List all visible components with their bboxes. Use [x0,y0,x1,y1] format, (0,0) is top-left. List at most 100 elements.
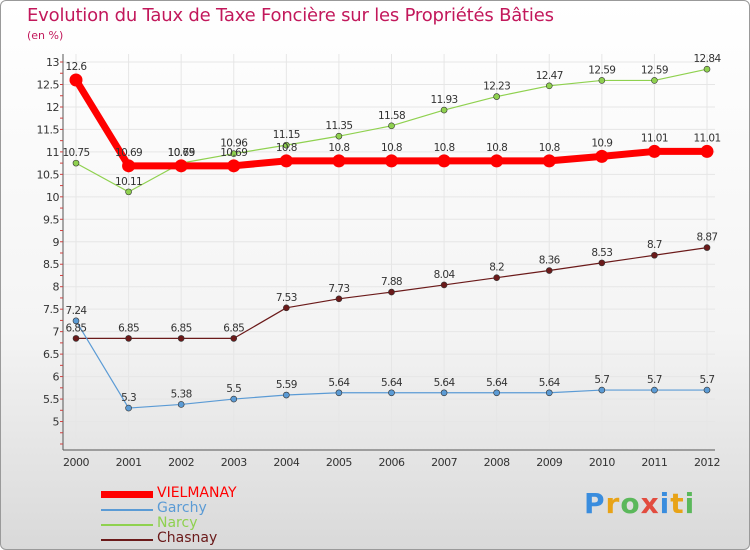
data-label-narcy: 11.35 [325,120,352,132]
y-tick-label: 10 [46,191,59,204]
data-label-garchy: 5.7 [647,374,662,386]
data-label-chasnay: 6.85 [171,322,192,334]
data-point-chasnay [177,335,185,342]
data-label-chasnay: 8.04 [434,269,456,281]
data-point-chasnay [125,335,132,342]
data-point-garchy [125,404,132,412]
data-point-chasnay [283,304,290,312]
data-point-narcy [125,188,132,196]
y-tick-label: 13 [46,56,59,69]
data-point-narcy [545,82,553,90]
legend-swatch-vielmanay [101,491,153,498]
legend-swatch-chasnay [101,539,153,541]
data-label-garchy: 5.59 [276,379,297,391]
proxiti-logo: Proxiti [584,487,695,520]
legend-swatch-garchy [101,509,153,511]
data-point-chasnay [388,288,395,296]
legend-label-vielmanay: VIELMANAY [157,485,237,501]
data-point-vielmanay [700,144,714,158]
data-point-garchy [598,386,606,394]
data-point-narcy [283,141,290,149]
data-label-garchy: 5.64 [328,377,350,389]
y-tick-label: 8.5 [43,258,59,271]
data-label-chasnay: 8.7 [647,239,662,251]
logo-letter: P [584,487,606,520]
data-point-garchy [545,389,553,397]
data-label-chasnay: 7.53 [276,292,297,304]
data-point-narcy [703,65,711,73]
x-tick-label: 2011 [641,456,667,469]
legend-label-narcy: Narcy [157,515,198,531]
data-label-chasnay: 8.87 [697,232,718,244]
y-tick-label: 11.5 [37,123,60,136]
data-point-vielmanay [595,149,609,163]
data-label-chasnay: 6.85 [118,322,139,334]
x-tick-label: 2004 [273,456,299,469]
data-label-vielmanay: 10.69 [168,147,195,159]
series-layer [69,65,714,412]
x-tick-label: 2006 [379,456,405,469]
axes-layer: 5 5.5 6 6.5 7 7.5 8 8.5 9 9.5 10 10.5 11 11.5 12 12.5 13… [37,54,721,469]
data-point-vielmanay [490,154,504,168]
data-point-garchy [388,389,395,397]
data-point-vielmanay [647,144,661,158]
data-point-garchy [72,317,80,325]
data-point-chasnay [598,259,606,267]
data-point-narcy [72,159,80,167]
data-point-vielmanay [279,154,293,168]
data-point-garchy [335,389,343,397]
x-tick-label: 2002 [168,456,194,469]
y-tick-label: 10.5 [37,168,60,181]
data-label-chasnay: 7.88 [381,276,402,288]
data-point-vielmanay [385,154,398,168]
y-tick-label: 5.5 [43,393,59,406]
legend-item-vielmanay: VIELMANAY [101,485,301,502]
data-point-garchy [177,401,185,408]
data-label-chasnay: 6.85 [223,322,244,334]
data-label-garchy: 5.64 [434,377,456,389]
data-label-chasnay: 8.53 [591,247,612,259]
x-tick-label: 2000 [63,456,89,469]
y-tick-label: 6 [53,371,60,384]
data-point-narcy [598,77,606,84]
data-point-narcy [230,150,238,157]
x-tick-label: 2003 [221,456,247,469]
data-point-chasnay [651,251,658,259]
y-tick-label: 12 [46,101,59,114]
x-tick-label: 2012 [694,456,720,469]
x-tick-label: 2001 [116,456,142,469]
data-label-vielmanay: 10.69 [220,147,247,159]
y-tick-label: 7 [53,326,60,339]
data-label-vielmanay: 10.8 [434,142,455,154]
logo-letter: r [605,487,621,520]
data-point-narcy [651,77,658,84]
data-point-vielmanay [437,154,451,168]
y-tick-label: 7.5 [43,303,59,316]
data-point-narcy [388,122,395,130]
data-point-narcy [335,132,343,140]
data-label-garchy: 5.64 [486,377,508,389]
x-tick-label: 2010 [589,456,615,469]
logo-letter: i [659,487,671,520]
y-tick-label: 6.5 [43,348,59,361]
data-label-chasnay: 8.2 [489,262,504,274]
data-label-garchy: 5.64 [539,377,561,389]
data-point-chasnay [72,335,80,342]
data-point-vielmanay [332,154,346,168]
legend-item-garchy: Garchy [101,500,301,517]
data-label-garchy: 5.5 [226,383,241,395]
data-label-vielmanay: 10.8 [539,142,560,154]
logo-letter: i [684,487,696,520]
y-tick-label: 8 [53,281,60,294]
data-label-vielmanay: 10.8 [486,142,507,154]
data-label-vielmanay: 12.6 [66,61,88,73]
data-label-narcy: 12.84 [693,53,721,65]
data-label-narcy: 11.58 [378,110,405,122]
data-label-garchy: 5.3 [121,392,136,404]
data-point-narcy [440,106,448,114]
y-tick-label: 12.5 [37,78,60,91]
data-point-narcy [493,93,500,100]
y-tick-label: 9.5 [43,213,59,226]
data-label-chasnay: 6.85 [66,322,87,334]
